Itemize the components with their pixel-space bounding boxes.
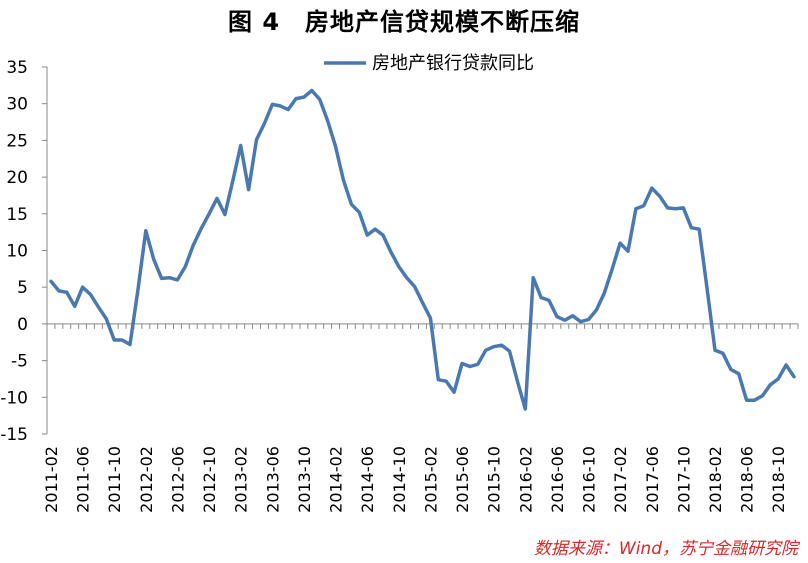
series-line [49,88,796,411]
x-tick-label: 2012-06 [168,446,187,513]
y-tick-label: 10 [6,242,28,262]
x-tick-label: 2014-10 [390,446,409,513]
x-tick-label: 2016-02 [516,446,535,513]
y-tick-label: 35 [6,58,28,78]
y-tick-label: 15 [6,205,28,225]
y-tick-label: -10 [0,388,28,408]
x-tick-label: 2011-02 [42,446,61,513]
y-tick-label: -15 [0,425,28,445]
y-tick-label: 0 [17,315,28,335]
x-tick-label: 2014-02 [327,446,346,513]
x-tick-label: 2012-10 [200,446,219,513]
y-tick-label: 30 [6,95,28,115]
x-tick-label: 2017-02 [611,446,630,513]
x-tick-label: 2011-06 [74,446,93,513]
x-tick-label: 2015-10 [485,446,504,513]
legend-label: 房地产银行贷款同比 [372,53,534,74]
x-tick-label: 2011-10 [105,446,124,513]
x-tick-label: 2017-06 [643,446,662,513]
x-tick-label: 2015-06 [453,446,472,513]
x-tick-label: 2018-10 [769,446,788,513]
x-tick-label: 2016-06 [548,446,567,513]
x-tick-label: 2015-02 [421,446,440,513]
legend: 房地产银行贷款同比 [324,53,534,74]
axes: 35 30 25 20 15 10 5 0 -5 -10 -15 2011-02 2011-06 2011… [0,58,799,513]
x-tick-label: 2013-10 [295,446,314,513]
x-tick-label: 2018-06 [738,446,757,513]
chart-title: 图 4 房地产信贷规模不断压缩 [227,8,581,36]
y-tick-label: -5 [11,352,28,372]
x-tick-label: 2012-02 [137,446,156,513]
x-tick-label: 2014-06 [358,446,377,513]
y-tick-label: 5 [17,278,28,298]
y-tick-label: 20 [6,168,28,188]
series-layer [49,88,796,411]
x-tick-label: 2018-02 [706,446,725,513]
x-tick-label: 2013-02 [232,446,251,513]
data-source-note: 数据来源：Wind，苏宁金融研究院 [533,539,798,559]
y-tick-label: 25 [6,131,28,151]
x-tick-label: 2016-10 [580,446,599,513]
x-tick-label: 2017-10 [674,446,693,513]
x-tick-label: 2013-06 [263,446,282,513]
